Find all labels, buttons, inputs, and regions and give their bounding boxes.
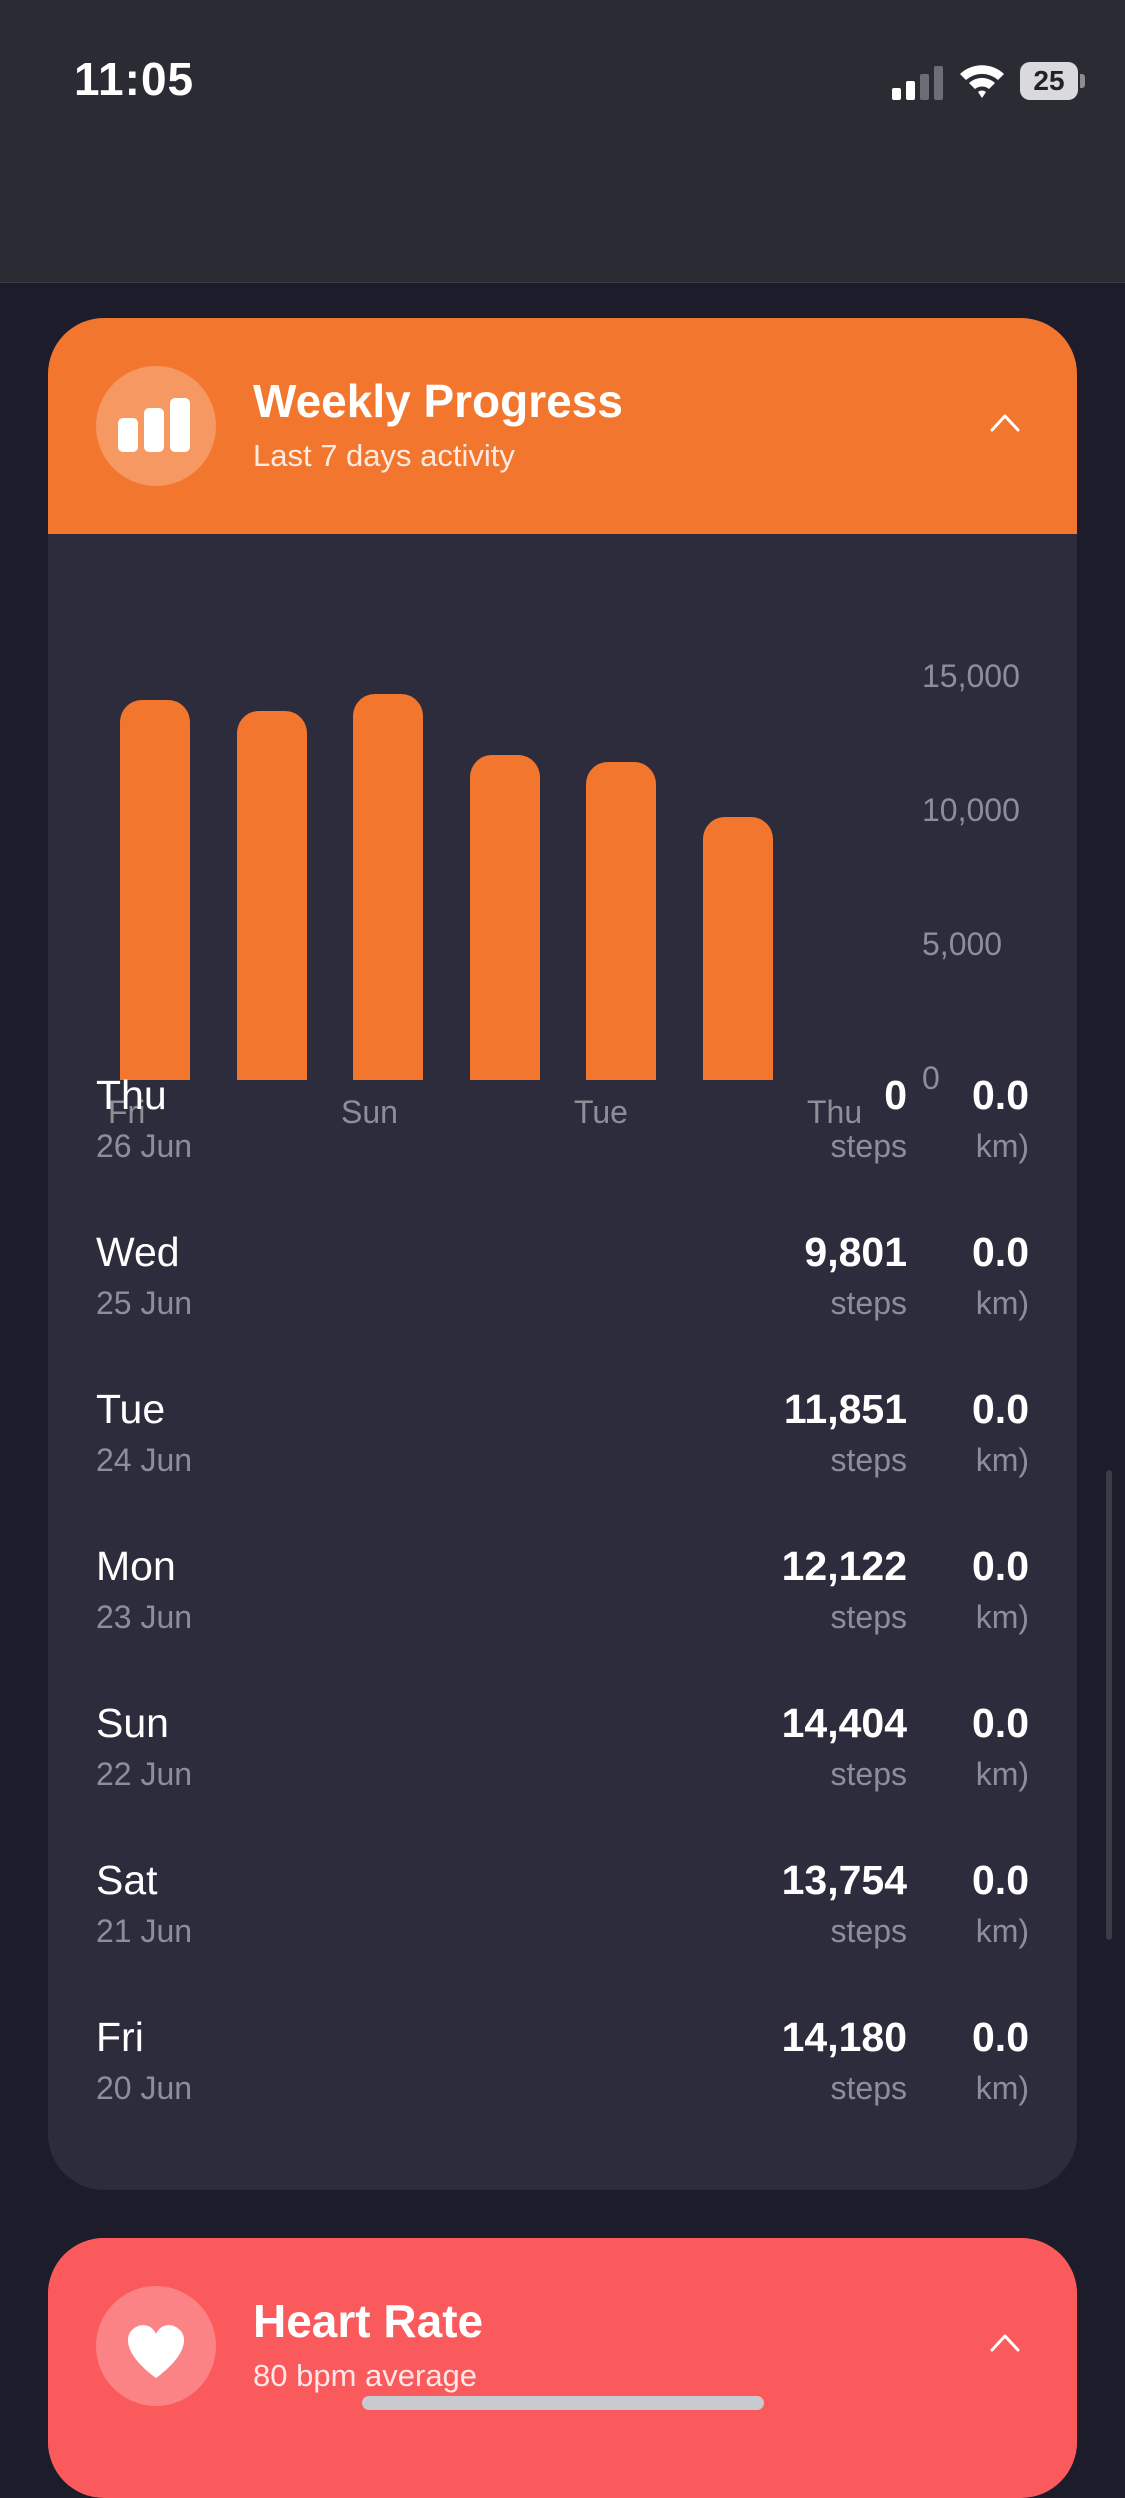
row-steps: 9,801 [804,1229,907,1275]
status-bar: 11:05 25 [0,0,1125,283]
day-row: Tue 24 Jun 11,851 steps 0.0 km) [48,1386,1077,1536]
day-row: Fri 20 Jun 14,180 steps 0.0 km) [48,2014,1077,2164]
row-day: Fri [96,2014,144,2060]
y-axis-tick: 15,000 [922,658,1020,694]
row-date: 20 Jun [96,2070,193,2106]
row-date: 25 Jun [96,1285,193,1321]
row-steps: 11,851 [783,1386,907,1432]
row-steps-unit: steps [830,1913,907,1949]
row-distance-unit: km) [975,1442,1029,1478]
card-subtitle: 80 bpm average [253,2358,478,2393]
day-row: Sat 21 Jun 13,754 steps 0.0 km) [48,1857,1077,2007]
row-distance: 0.0 [972,2014,1029,2060]
chart-bar-fri [120,699,190,1080]
chart-bar-mon [469,755,540,1080]
row-distance: 0.0 [972,1700,1029,1746]
row-distance-unit: km) [975,1913,1029,1949]
row-steps: 0 [884,1072,907,1118]
status-time: 11:05 [74,53,195,105]
row-distance: 0.0 [972,1543,1029,1589]
y-axis-tick: 10,000 [922,792,1020,828]
steps-bar-chart: 15,000 10,000 5,000 0 Fri Sun Tue Thu [48,534,1077,1130]
row-distance-unit: km) [975,2070,1029,2106]
row-steps-unit: steps [830,1599,907,1635]
row-steps-unit: steps [830,2070,907,2106]
day-row: Mon 23 Jun 12,122 steps 0.0 km) [48,1543,1077,1693]
row-steps-unit: steps [830,1128,907,1164]
row-day: Tue [96,1386,166,1432]
row-distance-unit: km) [975,1128,1029,1164]
bar-chart-icon [96,366,216,486]
card-title: Heart Rate [253,2295,484,2347]
chart-bar-sun [353,693,423,1080]
weekly-progress-card: Weekly Progress Last 7 days activity 15,… [48,318,1077,2190]
x-axis-tick: Sun [341,1094,398,1130]
scroll-indicator[interactable] [1106,1470,1112,1940]
chart-bar-wed [702,817,773,1080]
card-title: Weekly Progress [253,375,623,427]
chevron-up-icon[interactable] [988,2330,1022,2354]
row-day: Mon [96,1543,176,1589]
row-distance: 0.0 [972,1229,1029,1275]
row-steps: 14,404 [781,1700,907,1746]
home-indicator[interactable] [362,2396,764,2410]
row-date: 24 Jun [96,1442,193,1478]
heart-icon [96,2286,216,2406]
row-distance-unit: km) [975,1599,1029,1635]
chart-bar-sat [236,711,307,1080]
row-date: 21 Jun [96,1913,193,1949]
row-date: 26 Jun [96,1128,193,1164]
x-axis-tick: Tue [574,1094,628,1130]
y-axis-tick: 5,000 [922,926,1003,962]
row-steps-unit: steps [830,1285,907,1321]
row-distance: 0.0 [972,1386,1029,1432]
row-steps: 12,122 [781,1543,907,1589]
chart-bar-tue [586,762,656,1080]
row-steps: 14,180 [781,2014,907,2060]
row-steps-unit: steps [830,1442,907,1478]
card-subtitle: Last 7 days activity [253,438,515,473]
row-day: Thu [96,1072,167,1118]
row-distance-unit: km) [975,1756,1029,1792]
row-day: Wed [96,1229,180,1275]
row-distance: 0.0 [972,1857,1029,1903]
chevron-up-icon[interactable] [988,410,1022,434]
battery-level: 25 [1033,65,1065,96]
wifi-icon [960,65,1004,98]
cellular-signal-icon [892,66,943,100]
row-date: 23 Jun [96,1599,193,1635]
day-row: Thu 26 Jun 0 steps 0.0 km) [48,1072,1077,1222]
row-distance-unit: km) [975,1285,1029,1321]
row-day: Sun [96,1700,169,1746]
day-row: Wed 25 Jun 9,801 steps 0.0 km) [48,1229,1077,1379]
row-steps-unit: steps [830,1756,907,1792]
weekly-progress-header[interactable]: Weekly Progress Last 7 days activity [48,318,1077,534]
heart-rate-card: Heart Rate 80 bpm average [48,2238,1077,2498]
battery-icon: 25 [1020,62,1086,100]
heart-rate-header[interactable]: Heart Rate 80 bpm average [48,2238,1077,2454]
row-date: 22 Jun [96,1756,193,1792]
day-row: Sun 22 Jun 14,404 steps 0.0 km) [48,1700,1077,1850]
row-steps: 13,754 [781,1857,907,1903]
y-axis-tick: 0 [922,1060,940,1096]
x-axis-tick: Thu [807,1094,863,1130]
row-day: Sat [96,1857,158,1903]
x-axis-tick: Fri [108,1094,146,1130]
row-distance: 0.0 [972,1072,1029,1118]
